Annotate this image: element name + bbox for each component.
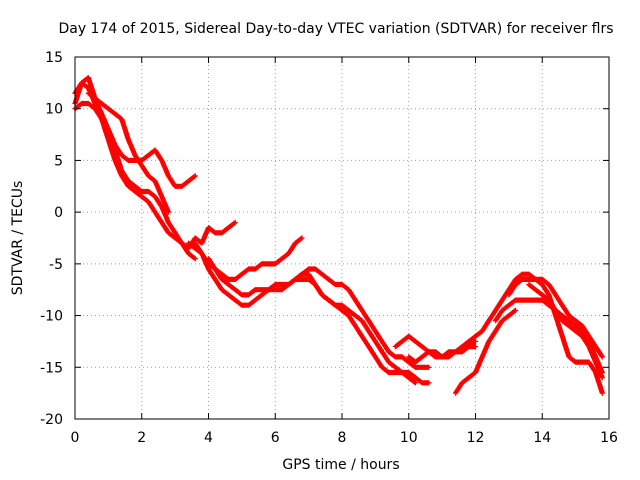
y-tick-label: 10 — [45, 102, 63, 118]
y-tick-label: -10 — [40, 309, 63, 325]
plus-markers — [172, 219, 238, 251]
series-track-13 — [466, 271, 605, 360]
x-tick-label: 0 — [71, 430, 80, 446]
y-axis-label: SDTVAR / TECUs — [10, 181, 26, 296]
series-track-16 — [526, 281, 605, 381]
series-track-7 — [192, 240, 432, 386]
plus-markers — [292, 266, 432, 370]
plus-markers — [205, 256, 418, 386]
x-tick-label: 2 — [137, 430, 146, 446]
grid-lines — [75, 57, 609, 419]
series-track-15 — [506, 276, 605, 396]
x-tick-label: 14 — [533, 430, 551, 446]
data-series — [72, 75, 605, 396]
plus-markers — [192, 240, 432, 386]
x-tick-label: 8 — [338, 430, 347, 446]
y-tick-label: 15 — [45, 50, 63, 66]
plus-markers — [466, 271, 605, 360]
plus-markers — [406, 338, 479, 365]
y-tick-label: 5 — [54, 153, 63, 169]
y-tick-label: -5 — [49, 257, 63, 273]
series-track-8 — [205, 256, 418, 386]
axis-ticks: 0 2 4 6 8 10 12 14 16 -20 -15 -10 -5 0 5 10 15 — [40, 50, 618, 446]
series-track-12 — [452, 307, 519, 396]
series-track-5 — [172, 219, 238, 251]
plus-markers — [85, 90, 171, 215]
plus-markers — [452, 307, 519, 396]
x-tick-label: 10 — [400, 430, 418, 446]
x-axis-label: GPS time / hours — [282, 457, 399, 473]
plus-markers — [506, 276, 605, 396]
chart-title: Day 174 of 2015, Sidereal Day-to-day VTE… — [58, 21, 613, 37]
x-tick-label: 16 — [600, 430, 618, 446]
plus-markers — [526, 281, 605, 381]
x-tick-label: 4 — [204, 430, 213, 446]
series-track-11 — [406, 338, 479, 365]
x-tick-label: 12 — [467, 430, 485, 446]
y-tick-label: -20 — [40, 412, 63, 428]
x-tick-label: 6 — [271, 430, 280, 446]
y-tick-label: 0 — [54, 205, 63, 221]
series-track-9 — [292, 266, 432, 370]
y-tick-label: -15 — [40, 360, 63, 376]
series-track-4 — [85, 90, 171, 215]
